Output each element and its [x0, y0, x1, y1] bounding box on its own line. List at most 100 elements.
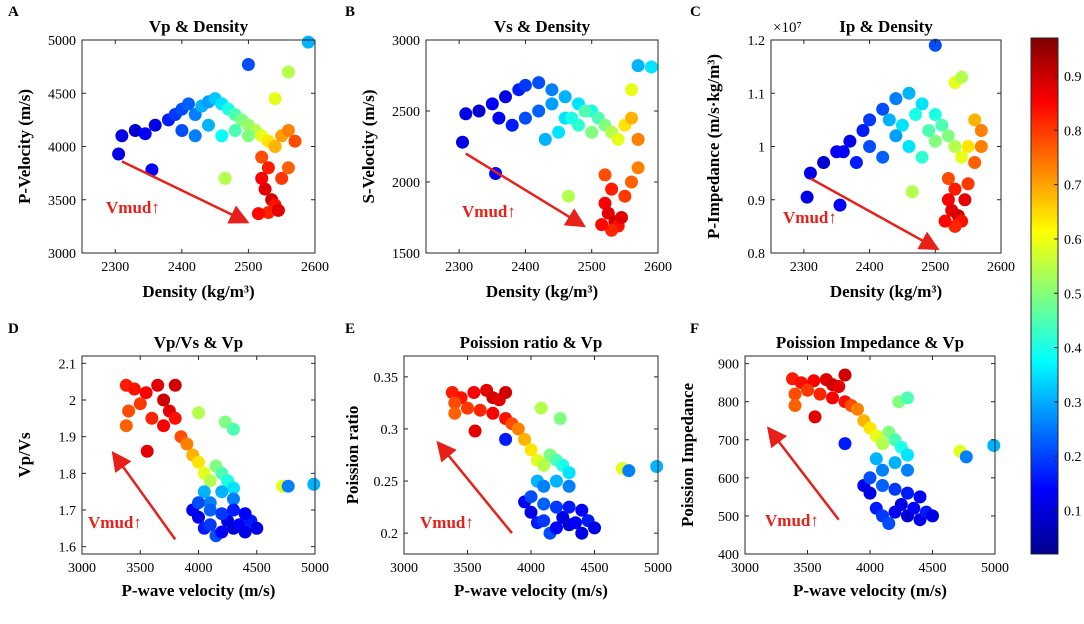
- vmud-arrow: [111, 450, 177, 541]
- plot-frame: [425, 39, 659, 254]
- colorbar-tick-label: 0.2: [1064, 450, 1082, 465]
- data-point: [788, 399, 802, 412]
- data-point: [192, 510, 205, 524]
- data-point: [197, 485, 211, 499]
- data-point: [203, 503, 217, 517]
- y-tick-label: 1500: [392, 247, 420, 262]
- data-point: [281, 161, 295, 175]
- y-axis-label: Vp/Vs: [15, 432, 34, 478]
- data-point: [532, 76, 546, 90]
- data-point: [808, 410, 822, 424]
- data-point: [622, 464, 636, 478]
- y-tick-label: 3000: [48, 247, 76, 262]
- data-point: [168, 411, 182, 425]
- scatter-points: [119, 378, 321, 543]
- data-point: [562, 189, 575, 203]
- data-point: [227, 503, 240, 517]
- scatter-points: [456, 59, 658, 237]
- data-point: [168, 378, 182, 392]
- y-tick-label: 0.9: [748, 194, 766, 209]
- data-point: [915, 150, 929, 164]
- data-point: [800, 190, 814, 204]
- data-point: [611, 132, 625, 146]
- y-tick-label: 1.6: [59, 541, 77, 556]
- y-axis-label: Poission ratio: [343, 406, 362, 505]
- data-point: [175, 124, 189, 137]
- data-point: [140, 444, 154, 458]
- y-axis-label: Poission Impedance: [678, 383, 697, 527]
- data-point: [192, 455, 205, 469]
- colorbar-tick-label: 0.1: [1064, 505, 1082, 520]
- data-point: [948, 182, 962, 196]
- data-point: [948, 140, 962, 153]
- data-point: [261, 161, 275, 175]
- data-point: [119, 419, 133, 433]
- chart-title: Ip & Density: [839, 17, 933, 36]
- data-point: [255, 171, 269, 185]
- data-point: [537, 458, 551, 472]
- data-point: [562, 500, 576, 514]
- data-point: [562, 466, 576, 480]
- x-tick-label: 2400: [511, 260, 539, 275]
- vmud-arrow: [436, 440, 513, 534]
- x-tick-label: 4000: [185, 561, 213, 576]
- vmud-annotation: Vmud↑: [462, 202, 516, 221]
- data-point: [518, 111, 532, 125]
- data-point: [888, 482, 902, 496]
- data-point: [499, 432, 513, 446]
- data-point: [524, 490, 538, 504]
- data-point: [959, 450, 973, 464]
- data-point: [467, 386, 481, 399]
- x-tick-label: 5000: [644, 561, 672, 576]
- chart-title: Vs & Density: [494, 17, 591, 36]
- chart-title: Vp/Vs & Vp: [154, 333, 243, 352]
- y-tick-label: 4000: [48, 141, 76, 156]
- data-point: [139, 386, 153, 400]
- panel-letter: A: [8, 4, 19, 20]
- colorbar-tick-label: 0.9: [1064, 70, 1082, 85]
- x-tick-label: 4500: [243, 561, 271, 576]
- data-point: [549, 521, 563, 535]
- data-point: [832, 380, 846, 393]
- data-point: [585, 125, 599, 139]
- data-point: [876, 479, 889, 492]
- data-point: [625, 175, 638, 189]
- data-point: [301, 35, 315, 49]
- data-point: [876, 102, 890, 116]
- data-point: [856, 124, 870, 137]
- y-tick-label: 1.7: [59, 504, 77, 519]
- data-point: [882, 517, 896, 530]
- data-point: [549, 474, 563, 488]
- data-point: [578, 104, 592, 118]
- data-point: [524, 443, 538, 457]
- data-point: [472, 104, 486, 118]
- data-point: [968, 113, 982, 127]
- colorbar-tick-label: 0.8: [1064, 124, 1082, 139]
- x-tick-label: 2300: [445, 260, 473, 275]
- data-point: [518, 78, 532, 92]
- data-point: [485, 97, 499, 111]
- data-point: [625, 111, 638, 125]
- x-tick-label: 2300: [101, 260, 129, 275]
- data-point: [227, 422, 240, 436]
- data-point: [895, 118, 909, 132]
- scale-label: ×10⁷: [773, 20, 802, 36]
- data-point: [843, 134, 857, 148]
- data-point: [228, 124, 242, 137]
- data-point: [803, 166, 817, 180]
- x-tick-label: 2600: [301, 260, 329, 275]
- data-point: [882, 113, 896, 127]
- panel-e: E Poission ratio & Vp 3000 3500 4000 4500 5000…: [343, 321, 672, 600]
- colorbar-gradient: [1030, 37, 1059, 555]
- data-point: [261, 206, 275, 219]
- panel-letter: E: [345, 321, 355, 337]
- y-tick-label: 900: [718, 358, 739, 373]
- data-point: [968, 156, 982, 169]
- y-tick-label: 0.8: [748, 247, 766, 262]
- data-point: [813, 387, 827, 401]
- data-point: [849, 156, 863, 169]
- data-point: [569, 516, 582, 530]
- data-point: [238, 525, 252, 539]
- x-tick-label: 2500: [234, 260, 262, 275]
- data-point: [863, 486, 877, 500]
